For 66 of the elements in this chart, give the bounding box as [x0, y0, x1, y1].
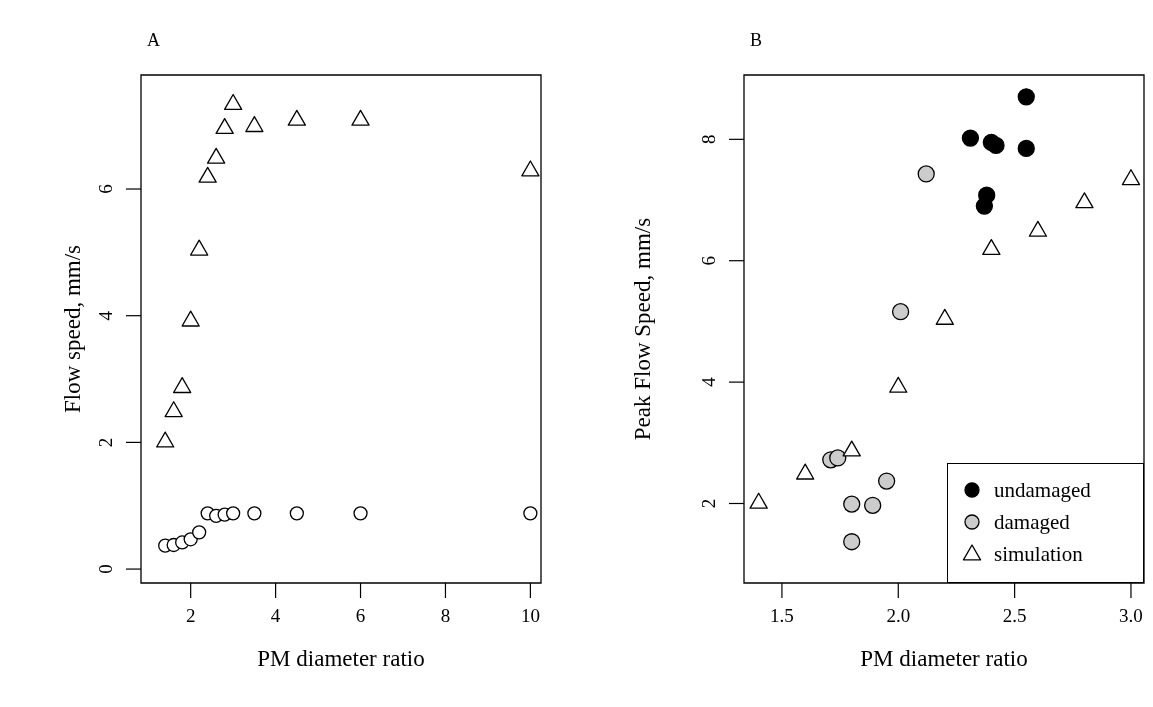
point [843, 495, 861, 513]
x-tick-label: 2.5 [1002, 605, 1027, 626]
point [749, 492, 768, 509]
y-axis-title: Flow speed, mm/s [60, 244, 85, 414]
y-tick-label: 4 [95, 310, 116, 321]
point [521, 160, 540, 177]
point [864, 496, 882, 514]
legend-label: undamaged [994, 477, 1091, 503]
point [961, 129, 980, 147]
point [172, 376, 192, 394]
y-axis-title: Peak Flow Speed, mm/s [630, 217, 655, 441]
point [164, 401, 183, 418]
point [891, 303, 910, 321]
point [1075, 192, 1094, 209]
point [247, 506, 262, 521]
point [189, 239, 209, 256]
chart-title: A [147, 30, 160, 51]
point [1017, 88, 1035, 106]
point [982, 238, 1001, 256]
point [206, 147, 226, 164]
point [353, 506, 368, 521]
point [181, 310, 200, 327]
chart-title: B [750, 30, 763, 51]
point [889, 376, 908, 393]
point [1121, 169, 1141, 186]
legend-label: simulation [994, 541, 1083, 567]
point [523, 506, 538, 521]
x-tick-label: 2 [185, 605, 196, 626]
x-tick-label: 1.5 [770, 605, 794, 626]
point [917, 165, 935, 183]
point [351, 109, 370, 126]
y-tick-label: 6 [698, 255, 719, 266]
x-tick-label: 4 [270, 605, 281, 626]
y-tick-label: 6 [95, 184, 116, 194]
x-tick-label: 3.0 [1119, 605, 1143, 626]
point [1028, 220, 1048, 237]
point [843, 533, 861, 551]
point [223, 93, 243, 110]
point [225, 506, 241, 521]
point [156, 431, 175, 448]
legend-label: damaged [994, 509, 1070, 535]
y-tick-label: 8 [698, 134, 719, 145]
point [215, 117, 234, 135]
point [796, 463, 815, 480]
point [842, 440, 861, 457]
y-tick-label: 4 [698, 376, 719, 387]
y-tick-label: 2 [698, 498, 719, 509]
x-tick-label: 8 [440, 605, 451, 626]
y-tick-label: 2 [95, 437, 116, 448]
point [287, 109, 307, 126]
x-tick-label: 10 [520, 605, 540, 626]
x-axis-title: PM diameter ratio [257, 646, 425, 671]
point [289, 506, 304, 521]
x-tick-label: 6 [355, 605, 366, 626]
point [935, 308, 955, 325]
point [1017, 139, 1035, 158]
point [987, 136, 1005, 155]
point [245, 116, 264, 133]
point [877, 472, 896, 490]
point [192, 525, 207, 540]
point [975, 197, 994, 215]
x-axis-title: PM diameter ratio [860, 646, 1028, 671]
point [829, 449, 847, 467]
x-tick-label: 2.0 [886, 605, 911, 626]
point [198, 166, 217, 183]
y-tick-label: 0 [95, 564, 116, 574]
